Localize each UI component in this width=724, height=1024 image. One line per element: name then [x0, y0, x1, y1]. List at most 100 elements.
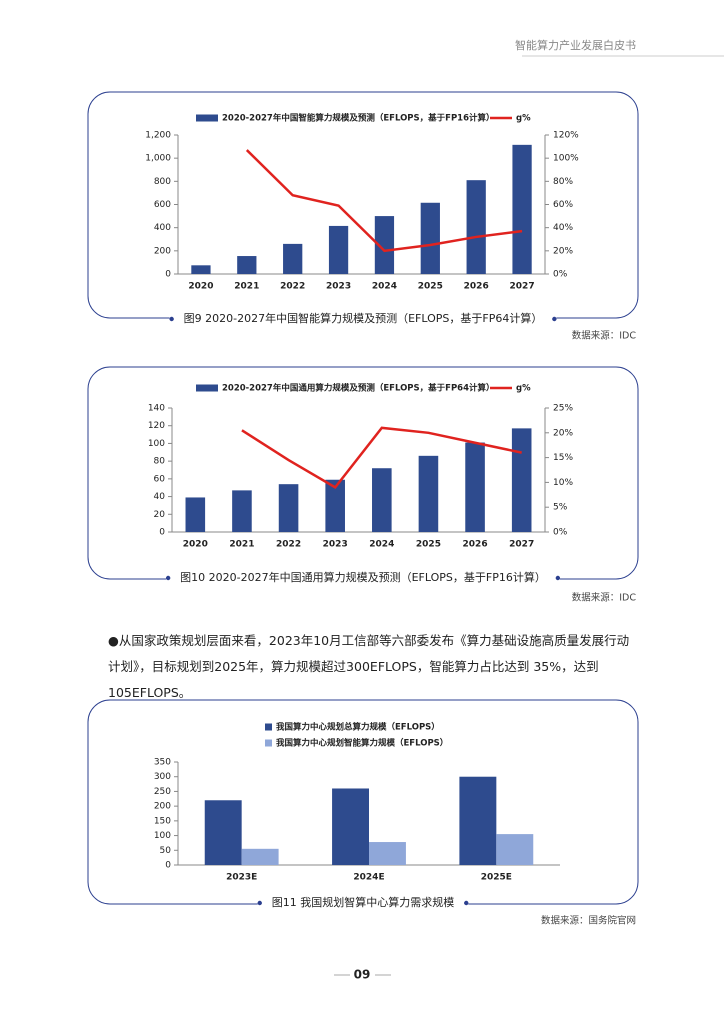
- x-tick-label: 2024: [372, 282, 397, 292]
- legend-label: 2020-2027年中国通用算力规模及预测（EFLOPS，基于FP64计算）: [222, 383, 495, 394]
- x-tick-label: 2022: [276, 540, 301, 550]
- bar: [237, 256, 257, 274]
- caption-dot: [165, 575, 171, 581]
- y-tick-label: 100: [148, 439, 165, 449]
- y-tick-label: 140: [148, 404, 165, 414]
- bar: [465, 442, 485, 532]
- y-tick-label: 60: [154, 474, 166, 484]
- bar: [328, 225, 349, 274]
- legend-label: g%: [516, 384, 531, 394]
- x-tick-label: 2023: [323, 540, 348, 550]
- y2-tick-label: 25%: [553, 404, 573, 414]
- y2-tick-label: 0%: [553, 270, 568, 280]
- y-tick-label: 0: [165, 861, 171, 871]
- legend-label: 我国算力中心规划总算力规模（EFLOPS）: [276, 722, 440, 733]
- bar: [332, 788, 369, 865]
- y2-tick-label: 10%: [553, 478, 573, 488]
- legend-label: 我国算力中心规划智能算力规模（EFLOPS）: [276, 738, 448, 749]
- y-tick-label: 50: [160, 846, 172, 856]
- x-tick-label: 2025E: [481, 873, 512, 883]
- x-tick-label: 2026: [464, 282, 489, 292]
- y-tick-label: 1,000: [145, 154, 171, 164]
- bar: [325, 479, 345, 532]
- bar: [496, 834, 534, 865]
- caption-bg: [166, 569, 560, 587]
- x-tick-label: 2025: [418, 282, 443, 292]
- x-tick-label: 2020: [183, 540, 208, 550]
- bar: [372, 468, 392, 532]
- bar: [420, 202, 440, 274]
- x-tick-label: 2025: [416, 540, 441, 550]
- caption-bg: [169, 310, 557, 328]
- x-tick-label: 2024E: [353, 873, 384, 883]
- bar: [283, 243, 303, 274]
- x-tick-label: 2023E: [226, 873, 257, 883]
- bar: [278, 484, 299, 532]
- legend-label: 2020-2027年中国智能算力规模及预测（EFLOPS，基于FP16计算）: [222, 113, 495, 124]
- y-tick-label: 1,200: [145, 131, 171, 141]
- x-tick-label: 2027: [510, 282, 535, 292]
- header: 智能算力产业发展白皮书: [515, 38, 636, 52]
- y2-tick-label: 40%: [553, 223, 573, 233]
- y2-tick-label: 0%: [553, 528, 568, 538]
- y-tick-label: 250: [154, 787, 171, 797]
- x-tick-label: 2023: [326, 282, 351, 292]
- legend-swatch: [265, 723, 272, 731]
- bar: [511, 428, 532, 532]
- x-tick-label: 2021: [229, 540, 254, 550]
- chart-frame: [87, 366, 639, 580]
- caption: 图9 2020-2027年中国智能算力规模及预测（EFLOPS，基于FP64计算…: [184, 311, 543, 325]
- bar: [241, 848, 279, 865]
- line: [241, 426, 522, 489]
- bar: [369, 842, 406, 865]
- bar: [232, 490, 252, 532]
- y2-tick-label: 80%: [553, 177, 573, 187]
- bar: [512, 144, 532, 274]
- y2-tick-label: 100%: [553, 154, 579, 164]
- page-number: 09: [354, 968, 371, 982]
- caption-bg: [257, 894, 469, 912]
- y-tick-label: 0: [159, 528, 165, 538]
- bar: [191, 265, 211, 274]
- caption-dot: [464, 900, 469, 906]
- legend-swatch: [196, 114, 218, 122]
- bar: [418, 455, 439, 532]
- y-tick-label: 200: [154, 802, 171, 812]
- y-tick-label: 40: [154, 492, 166, 502]
- y-tick-label: 350: [154, 758, 171, 768]
- x-tick-label: 2024: [369, 540, 394, 550]
- y-tick-label: 400: [154, 223, 171, 233]
- y-tick-label: 120: [148, 421, 165, 431]
- y2-tick-label: 20%: [553, 246, 573, 256]
- caption-dot: [257, 900, 262, 906]
- caption-dot: [169, 316, 174, 322]
- caption-dot: [552, 316, 557, 322]
- bar: [185, 497, 206, 532]
- y2-tick-label: 15%: [553, 453, 573, 463]
- y2-tick-label: 120%: [553, 131, 579, 141]
- line: [245, 149, 523, 253]
- x-tick-label: 2022: [280, 282, 305, 292]
- source: 数据来源：IDC: [572, 592, 637, 604]
- y-tick-label: 300: [154, 772, 171, 782]
- x-tick-label: 2027: [509, 540, 534, 550]
- x-tick-label: 2026: [463, 540, 488, 550]
- paragraph: ●从国家政策规划层面来看，2023年10月工信部等六部委发布《算力基础设施高质量…: [108, 633, 630, 700]
- y2-tick-label: 20%: [553, 428, 573, 438]
- legend-swatch: [265, 739, 272, 747]
- legend-label: g%: [516, 114, 531, 124]
- y-tick-label: 80: [154, 457, 166, 467]
- y2-tick-label: 5%: [553, 503, 568, 513]
- bar: [466, 180, 486, 274]
- x-tick-label: 2020: [188, 282, 213, 292]
- y-tick-label: 600: [154, 200, 171, 210]
- y-tick-label: 150: [154, 816, 171, 826]
- bar: [374, 216, 395, 274]
- source: 数据来源：IDC: [572, 330, 637, 342]
- y2-tick-label: 60%: [553, 200, 573, 210]
- y-tick-label: 100: [154, 831, 171, 841]
- bar: [204, 800, 242, 865]
- caption: 图11 我国规划智算中心算力需求规模: [272, 895, 455, 909]
